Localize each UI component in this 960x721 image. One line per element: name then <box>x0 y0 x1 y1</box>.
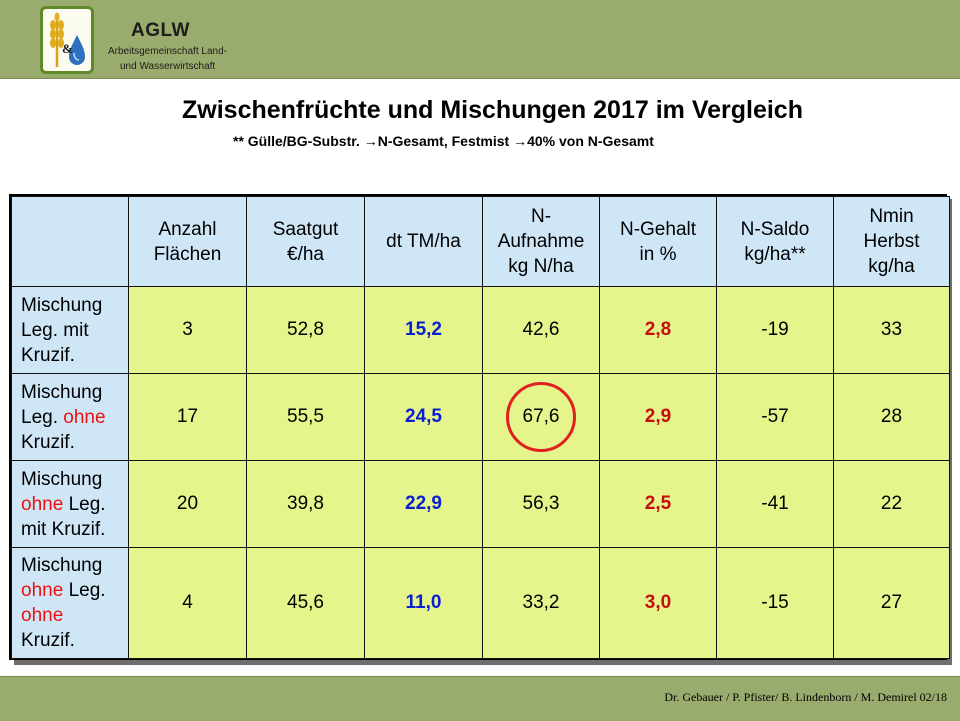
header-cell-empty <box>11 196 129 287</box>
slide-subtitle: ** Gülle/BG-Substr. →N-Gesamt, Festmist … <box>233 133 654 149</box>
slide-title: Zwischenfrüchte und Mischungen 2017 im V… <box>182 96 803 124</box>
cell-n-saldo: -41 <box>716 460 834 548</box>
subtitle-part-b: N-Gesamt, Festmist <box>377 133 514 149</box>
cell-saatgut: 52,8 <box>246 286 365 374</box>
cell-n-saldo: -57 <box>716 373 834 461</box>
right-arrow-icon: → <box>513 133 528 149</box>
cell-dt-tm: 22,9 <box>364 460 483 548</box>
row-label: Mischung Leg. mit Kruzif. <box>11 286 129 374</box>
cell-n-saldo: -19 <box>716 286 834 374</box>
table-row: Mischung ohne Leg. mit Kruzif. 20 39,8 22,… <box>11 460 950 548</box>
cell-saatgut: 45,6 <box>246 547 365 659</box>
cell-anzahl: 17 <box>128 373 247 461</box>
table-row: Mischung Leg. mit Kruzif. 3 52,8 15,2 42,6… <box>11 286 950 374</box>
header-n-aufnahme: N- Aufnahme kg N/ha <box>482 196 600 287</box>
table-row: Mischung Leg. ohne Kruzif. 17 55,5 24,5 67… <box>11 373 950 461</box>
cell-n-saldo: -15 <box>716 547 834 659</box>
header-dt-tm: dt TM/ha <box>364 196 483 287</box>
footer-bar: Dr. Gebauer / P. Pfister/ B. Lindenborn … <box>0 676 960 721</box>
svg-text:&: & <box>62 41 73 56</box>
right-arrow-icon: → <box>363 133 378 149</box>
cell-n-gehalt: 2,5 <box>599 460 717 548</box>
table-row: Mischung ohne Leg. ohne Kruzif. 4 45,6 11,0… <box>11 547 950 659</box>
comparison-table: Anzahl Flächen Saatgut €/ha dt TM/ha N- Auf… <box>9 194 950 660</box>
cell-n-gehalt: 2,9 <box>599 373 717 461</box>
cell-nmin: 28 <box>833 373 950 461</box>
cell-anzahl: 4 <box>128 547 247 659</box>
cell-dt-tm: 24,5 <box>364 373 483 461</box>
header-saatgut: Saatgut €/ha <box>246 196 365 287</box>
wheat-drop-logo-icon: & <box>50 12 85 67</box>
cell-dt-tm: 11,0 <box>364 547 483 659</box>
subtitle-part-c: 40% von N-Gesamt <box>527 133 654 149</box>
table: Anzahl Flächen Saatgut €/ha dt TM/ha N- Auf… <box>11 196 950 659</box>
cell-nmin: 27 <box>833 547 950 659</box>
cell-n-aufnahme: 56,3 <box>482 460 600 548</box>
highlight-circle <box>506 382 576 452</box>
cell-n-aufnahme: 33,2 <box>482 547 600 659</box>
header-bar: & AGLW Arbeitsgemeinschaft Land- und Was… <box>0 0 960 79</box>
aglw-logo-icon: & <box>40 6 94 74</box>
subtitle-part-a: ** Gülle/BG-Substr. <box>233 133 364 149</box>
cell-n-aufnahme-highlighted: 67,6 <box>482 373 600 461</box>
cell-saatgut: 55,5 <box>246 373 365 461</box>
cell-anzahl: 20 <box>128 460 247 548</box>
cell-anzahl: 3 <box>128 286 247 374</box>
header-anzahl: Anzahl Flächen <box>128 196 247 287</box>
logo-subtitle-line1: Arbeitsgemeinschaft Land- <box>108 46 227 57</box>
header-n-saldo: N-Saldo kg/ha** <box>716 196 834 287</box>
cell-n-gehalt: 2,8 <box>599 286 717 374</box>
logo-title: AGLW <box>131 20 190 41</box>
header-n-gehalt: N-Gehalt in % <box>599 196 717 287</box>
logo-subtitle-line2: und Wasserwirtschaft <box>120 61 216 72</box>
row-label: Mischung Leg. ohne Kruzif. <box>11 373 129 461</box>
footer-credits: Dr. Gebauer / P. Pfister/ B. Lindenborn … <box>664 690 947 704</box>
cell-dt-tm: 15,2 <box>364 286 483 374</box>
cell-nmin: 33 <box>833 286 950 374</box>
row-label: Mischung ohne Leg. ohne Kruzif. <box>11 547 129 659</box>
cell-n-aufnahme: 42,6 <box>482 286 600 374</box>
cell-n-gehalt: 3,0 <box>599 547 717 659</box>
header-row: Anzahl Flächen Saatgut €/ha dt TM/ha N- Auf… <box>11 196 950 287</box>
cell-nmin: 22 <box>833 460 950 548</box>
row-label: Mischung ohne Leg. mit Kruzif. <box>11 460 129 548</box>
header-nmin: Nmin Herbst kg/ha <box>833 196 950 287</box>
cell-saatgut: 39,8 <box>246 460 365 548</box>
